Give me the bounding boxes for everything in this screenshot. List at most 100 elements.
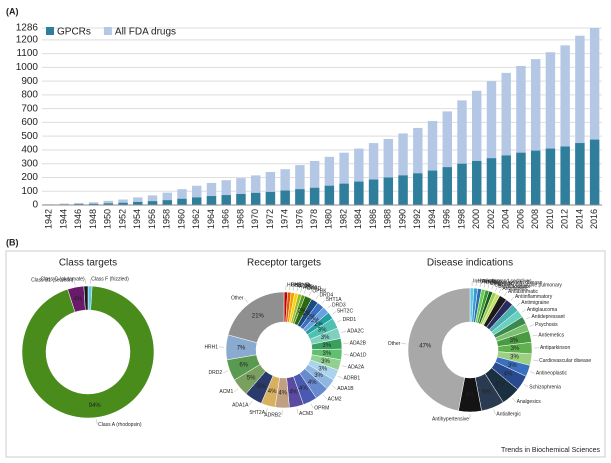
leader-line [343, 342, 349, 344]
bar [368, 179, 379, 205]
y-tick-label: 1286 [16, 23, 39, 34]
leader-line [96, 419, 98, 425]
category-label: Antiemetics [538, 332, 564, 338]
leader-line [487, 283, 490, 289]
x-tick-label: 2012 [560, 209, 570, 229]
bar [457, 163, 467, 205]
bar [442, 167, 452, 205]
category-label: Antihypertensive [432, 416, 469, 422]
value-label: 2% [307, 314, 316, 320]
category-label: Antidiabetic [502, 286, 528, 292]
x-tick-label: 1986 [368, 209, 378, 229]
bar [118, 199, 128, 205]
bar [442, 111, 452, 205]
category-label: Antidepressant [531, 314, 565, 320]
category-label: ACM1 [219, 389, 233, 395]
x-tick-label: 2000 [471, 209, 481, 229]
category-label: Cardiovascular disease [539, 358, 591, 364]
bar [309, 187, 320, 205]
category-label: 5HT2A [249, 410, 265, 416]
bar [530, 59, 541, 205]
footer: Trends in Biochemical Sciences [501, 447, 600, 454]
leader-line [310, 403, 314, 409]
leader-line [533, 359, 539, 361]
x-tick-label: 1976 [294, 209, 304, 229]
x-tick-label: 1998 [456, 209, 466, 229]
chart-title: Receptor targets [247, 258, 321, 269]
bar [192, 197, 202, 205]
category-label: Fertility [482, 279, 499, 285]
x-tick-label: 2010 [545, 209, 555, 229]
x-tick-label: 1978 [309, 209, 319, 229]
y-tick-label: 500 [21, 131, 38, 142]
x-tick-label: 1980 [324, 209, 334, 229]
category-label: Analgesics [517, 399, 542, 405]
bar [295, 189, 305, 205]
category-label: Antiinflammatory [515, 294, 553, 300]
leader-line [300, 287, 303, 293]
x-tick-label: 1942 [44, 209, 54, 229]
bar [427, 170, 438, 205]
value-label: 4% [299, 386, 308, 392]
category-label: Antimigraine [521, 300, 549, 306]
leader-line [516, 302, 521, 307]
x-tick-label: 2014 [574, 209, 584, 229]
x-tick-label: 1954 [132, 209, 142, 229]
leader-line [332, 385, 337, 389]
bar [545, 52, 556, 205]
bar [545, 148, 556, 205]
category-label: ACM5 [299, 284, 313, 290]
chart-title: Class targets [59, 258, 117, 269]
bar [501, 72, 511, 206]
bar [250, 192, 261, 205]
bar [88, 203, 99, 205]
donut-slice [83, 285, 89, 311]
panel-label: (A) [6, 6, 19, 16]
category-label: Antiasthmatic [508, 289, 539, 295]
category-label: OPRD [307, 286, 322, 292]
x-tick-label: 1972 [265, 209, 275, 229]
bar [295, 165, 305, 205]
y-tick-label: 400 [21, 145, 38, 156]
category-label: ADRB2 [264, 412, 281, 418]
leader-line [296, 408, 299, 414]
value-label: 47% [419, 343, 432, 349]
bar [472, 90, 482, 205]
x-tick-label: 1966 [221, 209, 231, 229]
category-label: ACM2 [328, 396, 342, 402]
value-label: 4% [504, 372, 513, 378]
leader-line [323, 395, 327, 400]
bar [472, 160, 482, 205]
bar [427, 121, 438, 205]
value-label: 4% [74, 297, 83, 303]
leader-line [223, 370, 228, 373]
value-label: 5% [247, 375, 256, 381]
value-label: 2% [314, 322, 323, 328]
bar [221, 180, 231, 205]
bar [383, 177, 394, 205]
bar [501, 155, 511, 205]
category-label: Hypnotics and sedatives [477, 279, 532, 285]
bar [74, 202, 84, 205]
leader-line [249, 400, 253, 406]
y-tick-label: 300 [21, 158, 38, 169]
x-tick-label: 1982 [338, 209, 348, 229]
bar [206, 196, 217, 205]
category-label: Diagnostic [490, 281, 514, 287]
donut-slice [407, 287, 471, 412]
y-tick-label: 200 [21, 172, 38, 183]
x-tick-label: 1960 [176, 209, 186, 229]
legend-label: GPCRs [57, 27, 91, 38]
category-label: Class B1 (secretin) [31, 278, 74, 284]
panel-label: (B) [6, 237, 19, 247]
leader-line [504, 291, 508, 297]
value-label: 3% [322, 343, 331, 349]
value-label: 3% [323, 351, 332, 357]
category-label: ADRB1 [344, 376, 361, 382]
leader-line [498, 288, 502, 294]
bar [88, 202, 99, 205]
bar [575, 35, 585, 206]
x-tick-label: 1970 [250, 209, 260, 229]
bar [133, 201, 143, 205]
category-label: Other [231, 296, 244, 302]
